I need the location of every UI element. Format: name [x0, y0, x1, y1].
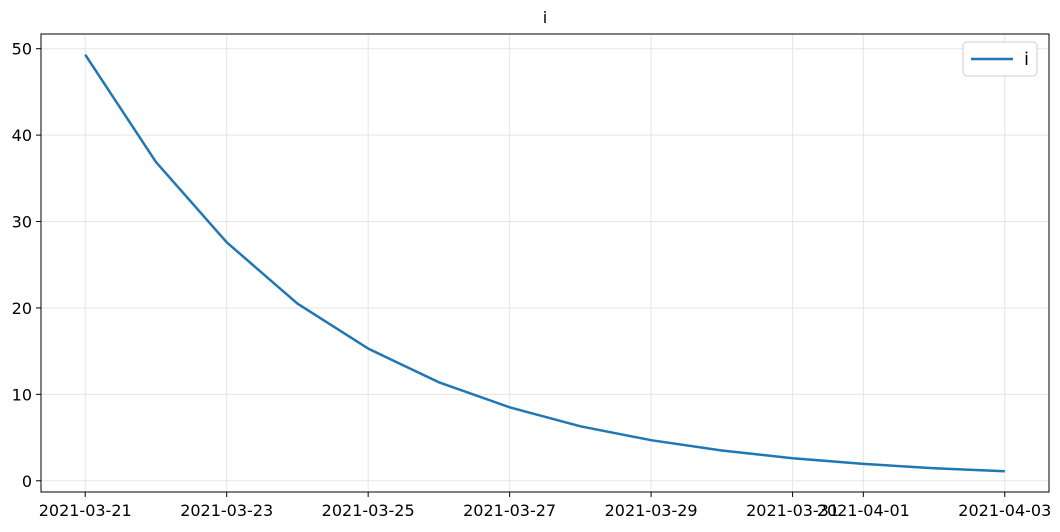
x-tick-label: 2021-04-03 [958, 501, 1051, 520]
x-tick-label: 2021-03-23 [180, 501, 273, 520]
grid [41, 34, 1049, 492]
x-tick-label: 2021-03-27 [463, 501, 556, 520]
legend-label: i [1024, 49, 1029, 70]
x-tick-label: 2021-03-25 [322, 501, 415, 520]
x-tick-label: 2021-03-21 [39, 501, 132, 520]
y-tick-label: 20 [12, 299, 32, 318]
plot-frame [40, 33, 1050, 493]
y-tick-label: 30 [12, 213, 32, 232]
x-tick-label: 2021-04-01 [817, 501, 910, 520]
series-layer [84, 54, 1005, 473]
series-line [84, 54, 1005, 473]
y-tick-label: 40 [12, 126, 32, 145]
x-axis: 2021-03-21 2021-03-23 2021-03-25 2021-03-27… [39, 492, 1051, 520]
x-tick-label: 2021-03-29 [605, 501, 698, 520]
y-tick-label: 10 [12, 385, 32, 404]
y-tick-label: 50 [12, 40, 32, 59]
legend: i [962, 41, 1038, 77]
chart-title: i [543, 8, 547, 27]
y-axis: 0 10 20 30 40 50 [12, 40, 41, 491]
y-tick-label: 0 [22, 472, 32, 491]
x-tick-label: 2021-03-31 [746, 501, 839, 520]
